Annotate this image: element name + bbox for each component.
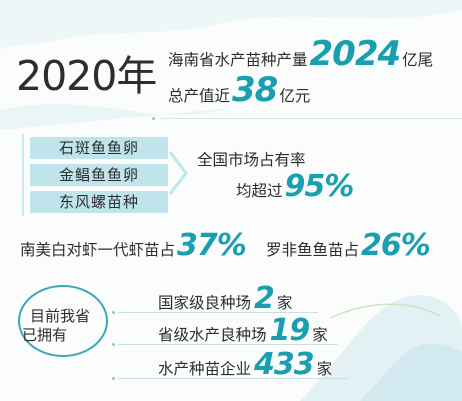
farm-stat-underline	[118, 312, 318, 313]
farm-stat-value: 19	[269, 313, 311, 348]
market-share-line2: 均超过95%	[236, 169, 355, 204]
farm-stat-provincial: 省级水产良种场 19 家	[158, 313, 328, 348]
farm-stat-unit: 家	[316, 360, 333, 378]
pointer-arrow-icon	[168, 151, 188, 195]
species-chip: 东风螺苗种	[30, 191, 168, 213]
farm-stat-national: 国家级良种场 2 家	[158, 281, 292, 316]
farm-stat-label: 水产种苗企业	[158, 360, 252, 378]
production-unit: 亿尾	[402, 51, 434, 69]
market-share-label: 均超过	[236, 182, 283, 200]
farm-stat-unit: 家	[276, 294, 293, 312]
owned-label-line2: 已拥有	[22, 326, 68, 344]
year-title: 2020年	[16, 52, 157, 100]
tilapia-share-value: 26%	[361, 228, 431, 263]
output-value: 38	[232, 70, 278, 110]
farm-stat-enterprises: 水产种苗企业 433 家	[158, 347, 332, 382]
farm-stat-underline	[118, 378, 348, 379]
shrimp-share: 南美白对虾一代虾苗占37%	[20, 228, 247, 263]
species-chip: 石斑鱼鱼卵	[30, 137, 168, 159]
output-value-label: 总产值近	[168, 87, 231, 105]
owned-label-line1: 目前我省	[30, 307, 91, 325]
owned-circle	[18, 285, 108, 357]
output-value-headline: 总产值近38 亿元	[168, 70, 310, 110]
market-share-value: 95%	[284, 169, 355, 204]
production-label: 海南省水产苗种产量	[168, 51, 308, 69]
farm-stat-underline	[118, 344, 338, 345]
farm-stat-label: 省级水产良种场	[158, 326, 267, 344]
output-value-unit: 亿元	[279, 87, 311, 105]
owned-label: 目前我省 已拥有	[22, 307, 102, 345]
farm-stat-dot	[112, 311, 115, 314]
tilapia-share: 罗非鱼鱼苗占26%	[266, 228, 431, 263]
farm-stat-value: 433	[254, 347, 315, 382]
farm-stat-dot	[112, 343, 115, 346]
shrimp-share-value: 37%	[177, 228, 247, 263]
tilapia-share-label: 罗非鱼鱼苗占	[266, 241, 360, 259]
species-bracket	[22, 134, 176, 216]
divider-line	[160, 118, 462, 119]
market-share-line1: 全国市场占有率	[197, 151, 306, 169]
farm-stat-unit: 家	[312, 326, 328, 344]
production-value: 2024	[309, 34, 402, 74]
production-headline: 海南省水产苗种产量2024 亿尾	[168, 34, 433, 74]
shrimp-share-label: 南美白对虾一代虾苗占	[20, 241, 176, 259]
farm-stat-dot	[112, 377, 115, 380]
species-chip: 金鲳鱼鱼卵	[30, 164, 168, 186]
divider-dot	[152, 117, 155, 120]
farm-stat-value: 2	[254, 281, 275, 316]
farm-stat-label: 国家级良种场	[158, 294, 252, 312]
